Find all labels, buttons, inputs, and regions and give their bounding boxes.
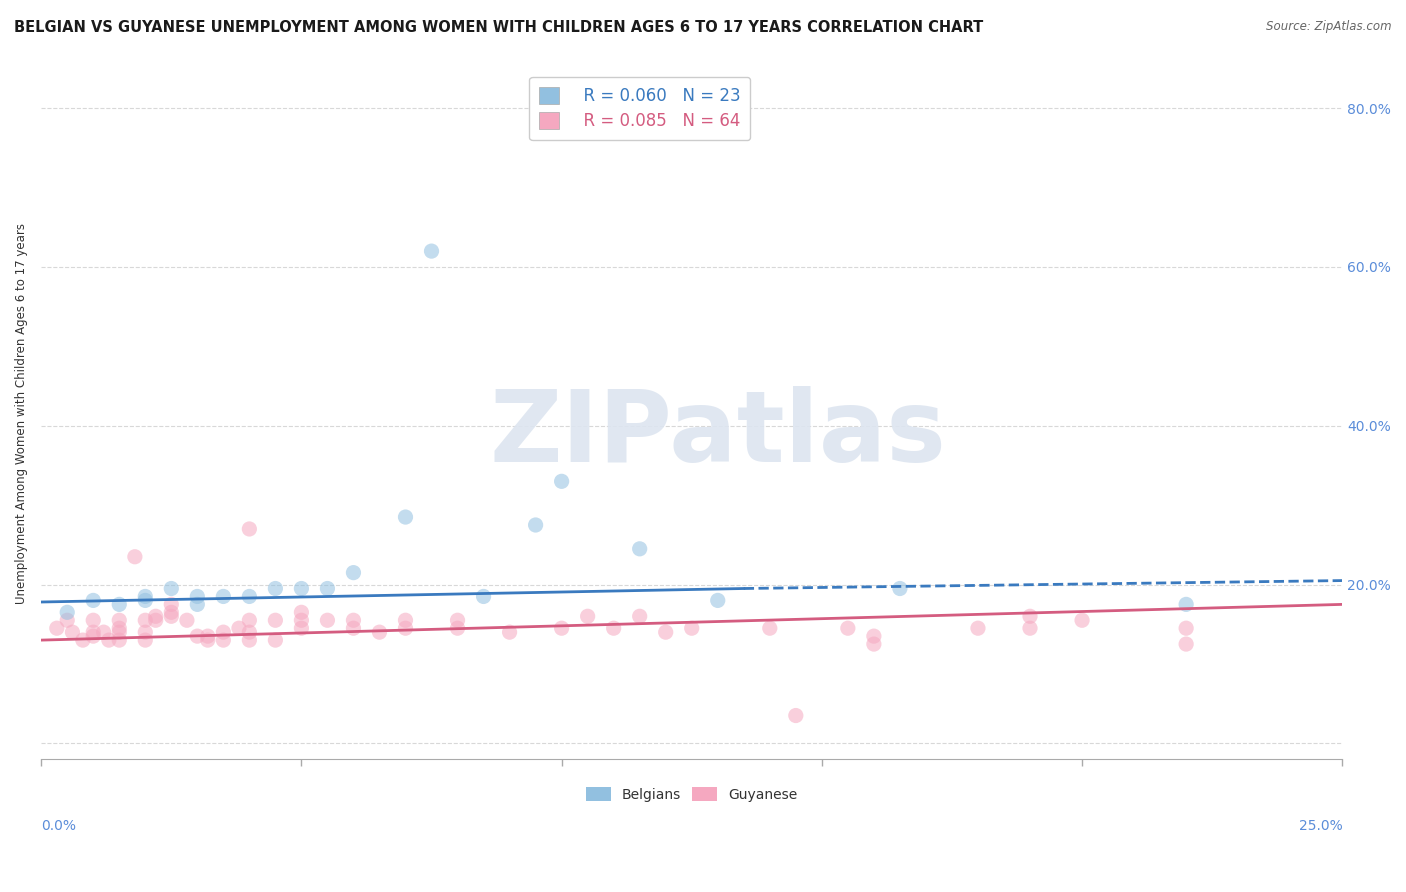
Point: [212, 590, 235, 604]
Point: [238, 625, 260, 640]
Point: [1175, 598, 1198, 612]
Point: [160, 582, 183, 596]
Point: [368, 625, 391, 640]
Point: [628, 609, 651, 624]
Point: [45, 621, 67, 635]
Point: [550, 475, 572, 489]
Point: [863, 637, 886, 651]
Point: [576, 609, 599, 624]
Point: [394, 510, 416, 524]
Point: [1071, 613, 1094, 627]
Point: [160, 609, 183, 624]
Point: [186, 598, 208, 612]
Point: [1019, 621, 1042, 635]
Point: [238, 633, 260, 648]
Legend: Belgians, Guyanese: Belgians, Guyanese: [581, 781, 803, 807]
Point: [264, 582, 287, 596]
Point: [290, 582, 312, 596]
Point: [420, 244, 443, 259]
Point: [82, 593, 104, 607]
Point: [82, 629, 104, 643]
Point: [82, 625, 104, 640]
Point: [394, 613, 416, 627]
Point: [498, 625, 520, 640]
Point: [316, 613, 339, 627]
Point: [342, 613, 364, 627]
Point: [628, 541, 651, 556]
Point: [108, 621, 131, 635]
Point: [654, 625, 676, 640]
Point: [134, 593, 156, 607]
Point: [446, 621, 468, 635]
Text: Source: ZipAtlas.com: Source: ZipAtlas.com: [1267, 20, 1392, 33]
Point: [160, 598, 183, 612]
Point: [145, 609, 167, 624]
Point: [1019, 609, 1042, 624]
Point: [238, 590, 260, 604]
Point: [264, 613, 287, 627]
Text: 0.0%: 0.0%: [41, 819, 76, 833]
Point: [706, 593, 728, 607]
Point: [316, 582, 339, 596]
Text: 25.0%: 25.0%: [1299, 819, 1343, 833]
Point: [197, 629, 219, 643]
Point: [134, 633, 156, 648]
Point: [62, 625, 84, 640]
Point: [124, 549, 146, 564]
Point: [108, 625, 131, 640]
Point: [93, 625, 115, 640]
Text: ZIPatlas: ZIPatlas: [489, 386, 946, 483]
Point: [238, 613, 260, 627]
Point: [72, 633, 94, 648]
Point: [524, 518, 547, 533]
Point: [550, 621, 572, 635]
Point: [472, 590, 495, 604]
Point: [212, 633, 235, 648]
Point: [602, 621, 624, 635]
Point: [785, 708, 807, 723]
Point: [56, 613, 79, 627]
Point: [238, 522, 260, 536]
Point: [197, 633, 219, 648]
Point: [446, 613, 468, 627]
Point: [342, 621, 364, 635]
Point: [176, 613, 198, 627]
Point: [681, 621, 703, 635]
Point: [264, 633, 287, 648]
Point: [759, 621, 782, 635]
Point: [342, 566, 364, 580]
Point: [108, 633, 131, 648]
Point: [56, 605, 79, 619]
Text: BELGIAN VS GUYANESE UNEMPLOYMENT AMONG WOMEN WITH CHILDREN AGES 6 TO 17 YEARS CO: BELGIAN VS GUYANESE UNEMPLOYMENT AMONG W…: [14, 20, 983, 35]
Point: [290, 613, 312, 627]
Point: [97, 633, 120, 648]
Point: [134, 613, 156, 627]
Point: [160, 605, 183, 619]
Point: [1175, 621, 1198, 635]
Point: [82, 613, 104, 627]
Point: [863, 629, 886, 643]
Point: [108, 613, 131, 627]
Point: [837, 621, 859, 635]
Point: [186, 629, 208, 643]
Point: [108, 598, 131, 612]
Point: [290, 605, 312, 619]
Point: [394, 621, 416, 635]
Point: [134, 625, 156, 640]
Point: [145, 613, 167, 627]
Point: [228, 621, 250, 635]
Point: [212, 625, 235, 640]
Point: [134, 590, 156, 604]
Point: [967, 621, 990, 635]
Point: [290, 621, 312, 635]
Point: [889, 582, 911, 596]
Point: [186, 590, 208, 604]
Point: [1175, 637, 1198, 651]
Y-axis label: Unemployment Among Women with Children Ages 6 to 17 years: Unemployment Among Women with Children A…: [15, 223, 28, 605]
